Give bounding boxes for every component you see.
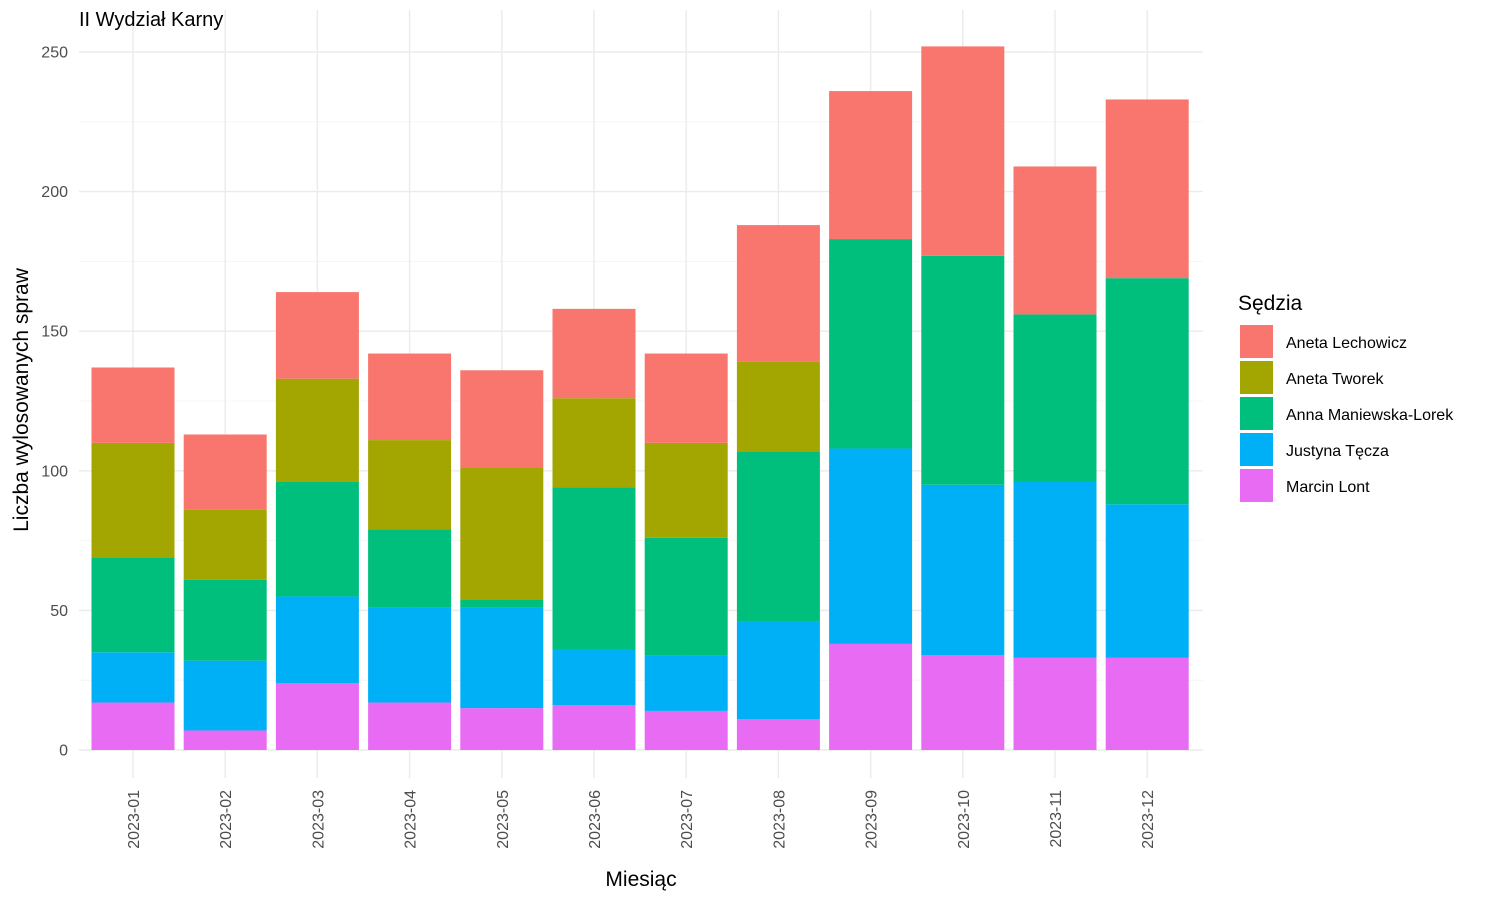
legend-swatch (1240, 361, 1273, 394)
bar-segment (1013, 166, 1097, 315)
x-tick-label: 2023-07 (679, 790, 696, 849)
legend-label: Marcin Lont (1286, 479, 1370, 496)
bar-segment (183, 660, 267, 731)
x-axis-title: Miesiąc (605, 868, 676, 891)
bar-segment (368, 702, 452, 750)
bar-segment (552, 487, 636, 650)
bar-segment (829, 91, 913, 240)
bar-segment (1105, 657, 1189, 750)
chart-title: II Wydział Karny (79, 9, 223, 31)
bar-segment (1013, 657, 1097, 750)
bar-segment (460, 708, 544, 750)
bar-segment (736, 451, 820, 622)
bar-segment (921, 255, 1005, 485)
y-axis-title: Liczba wylosowanych spraw (10, 267, 33, 532)
y-tick-label: 100 (41, 463, 68, 480)
bar-segment (736, 225, 820, 362)
bar-segment (275, 596, 359, 683)
bar-segment (644, 710, 728, 750)
bar-segment (91, 652, 175, 703)
bar-segment (460, 607, 544, 709)
bar-segment (829, 239, 913, 449)
x-tick-label: 2023-06 (587, 790, 604, 849)
bar-segment (1105, 504, 1189, 658)
x-tick-label: 2023-03 (310, 790, 327, 849)
bar-segment (736, 719, 820, 750)
bar-segment (91, 442, 175, 558)
bar-segment (91, 557, 175, 653)
bar-segment (91, 702, 175, 750)
bar-segment (644, 353, 728, 443)
legend: Aneta Lechowicz Aneta Tworek Anna Maniewsk… (1240, 325, 1454, 502)
bar-segment (921, 46, 1005, 256)
x-tick-label: 2023-08 (771, 790, 788, 849)
bar-segment (460, 370, 544, 469)
bar-segment (736, 621, 820, 720)
bar-segment (368, 607, 452, 703)
y-tick-label: 150 (41, 324, 68, 341)
bar-segment (460, 468, 544, 600)
bar-segment (1105, 99, 1189, 279)
bars (91, 46, 1189, 750)
y-tick-label: 50 (50, 603, 68, 620)
bar-segment (921, 484, 1005, 656)
bar-segment (644, 537, 728, 656)
bar-segment (829, 448, 913, 644)
bar-segment (644, 655, 728, 711)
bar-segment (552, 649, 636, 706)
bar-segment (460, 599, 544, 608)
y-tick-label: 200 (41, 184, 68, 201)
bar-segment (183, 579, 267, 661)
y-tick-label: 0 (59, 743, 68, 760)
legend-swatch (1240, 433, 1273, 466)
bar-segment (275, 292, 359, 379)
legend-swatch (1240, 325, 1273, 358)
bar-segment (736, 361, 820, 452)
bar-segment (552, 398, 636, 488)
legend-label: Anna Maniewska-Lorek (1286, 407, 1454, 424)
legend-label: Justyna Tęcza (1286, 443, 1389, 460)
bar-segment (552, 308, 636, 399)
legend-label: Aneta Tworek (1286, 371, 1385, 388)
bar-segment (275, 378, 359, 482)
legend-label: Aneta Lechowicz (1286, 335, 1407, 352)
bar-segment (91, 367, 175, 443)
bar-segment (1013, 481, 1097, 658)
y-axis-ticks: 0 50 100 150 200 250 (41, 45, 68, 760)
x-tick-label: 2023-01 (126, 790, 143, 849)
bar-segment (275, 682, 359, 750)
bar-segment (644, 442, 728, 538)
bar-segment (183, 434, 267, 510)
x-tick-label: 2023-04 (403, 790, 420, 849)
bar-segment (275, 481, 359, 597)
x-tick-label: 2023-10 (956, 790, 973, 849)
bar-segment (368, 529, 452, 608)
bar-segment (368, 353, 452, 441)
bar-segment (829, 643, 913, 750)
bar-segment (368, 440, 452, 530)
bar-segment (183, 730, 267, 750)
x-tick-label: 2023-02 (218, 790, 235, 849)
x-tick-label: 2023-12 (1140, 790, 1157, 849)
bar-segment (552, 705, 636, 750)
bar-segment (1013, 314, 1097, 482)
x-tick-label: 2023-05 (495, 790, 512, 849)
bar-segment (1105, 278, 1189, 505)
x-tick-label: 2023-11 (1048, 790, 1065, 848)
x-axis-ticks: 2023-01 2023-02 2023-03 2023-04 2023-05 2023-… (126, 790, 1157, 849)
legend-swatch (1240, 469, 1273, 502)
legend-title: Sędzia (1238, 292, 1303, 315)
legend-swatch (1240, 397, 1273, 430)
bar-segment (183, 509, 267, 580)
x-tick-label: 2023-09 (864, 790, 881, 849)
y-tick-label: 250 (41, 45, 68, 62)
bar-segment (921, 655, 1005, 750)
